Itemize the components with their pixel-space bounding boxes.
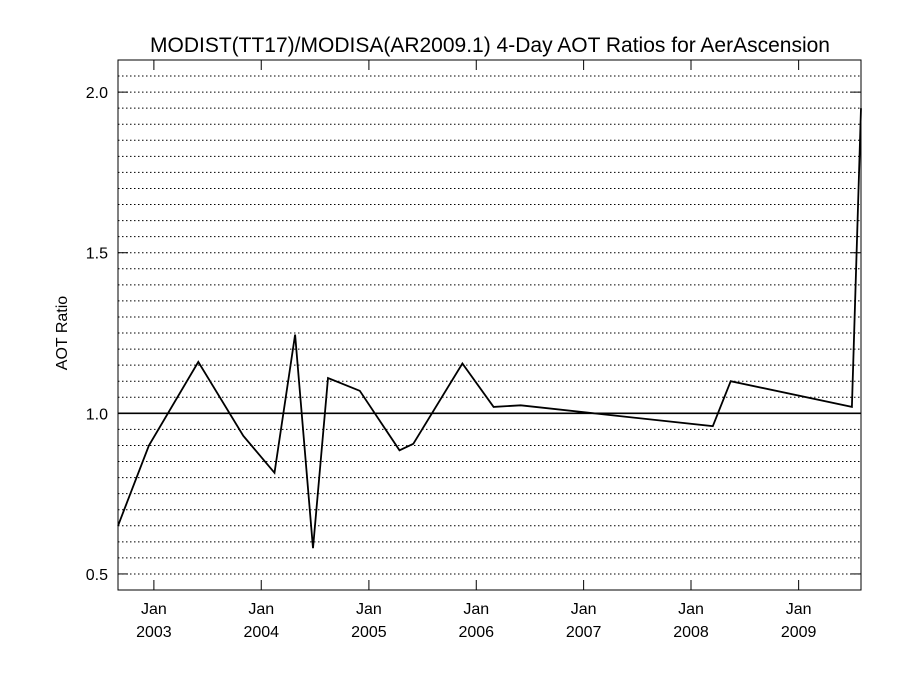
x-tick-month-label: Jan [678,601,704,618]
y-tick-label: 0.5 [86,567,108,584]
y-tick-label: 2.0 [86,85,108,102]
x-axis: Jan 2003 Jan 2004 Jan 2005 Jan 2006 Jan 2007 Jan 20… [136,60,817,641]
x-tick-year-label: 2004 [243,624,279,641]
x-tick-month-label: Jan [248,601,274,618]
x-tick-month-label: Jan [786,601,812,618]
x-tick-month-label: Jan [356,601,382,618]
plot-border [117,59,862,591]
y-axis: 0.5 1.0 1.5 2.0 [86,85,861,584]
x-tick-year-label: 2006 [458,624,494,641]
x-tick-month-label: Jan [571,601,597,618]
x-tick-year-label: 2007 [566,624,602,641]
x-tick-month-label: Jan [141,601,167,618]
x-tick-month-label: Jan [463,601,489,618]
x-tick-year-label: 2008 [673,624,709,641]
x-tick-year-label: 2009 [781,624,817,641]
y-tick-label: 1.0 [86,406,108,423]
y-tick-label: 1.5 [86,246,108,263]
chart-title: MODIST(TT17)/MODISA(AR2009.1) 4-Day AOT … [150,34,830,57]
plot-frame [117,59,862,591]
series-layer [117,108,862,549]
grid-lines [118,59,861,575]
x-tick-year-label: 2003 [136,624,172,641]
x-tick-year-label: 2005 [351,624,387,641]
y-axis-label: AOT Ratio [54,296,71,371]
series-line [117,108,862,549]
